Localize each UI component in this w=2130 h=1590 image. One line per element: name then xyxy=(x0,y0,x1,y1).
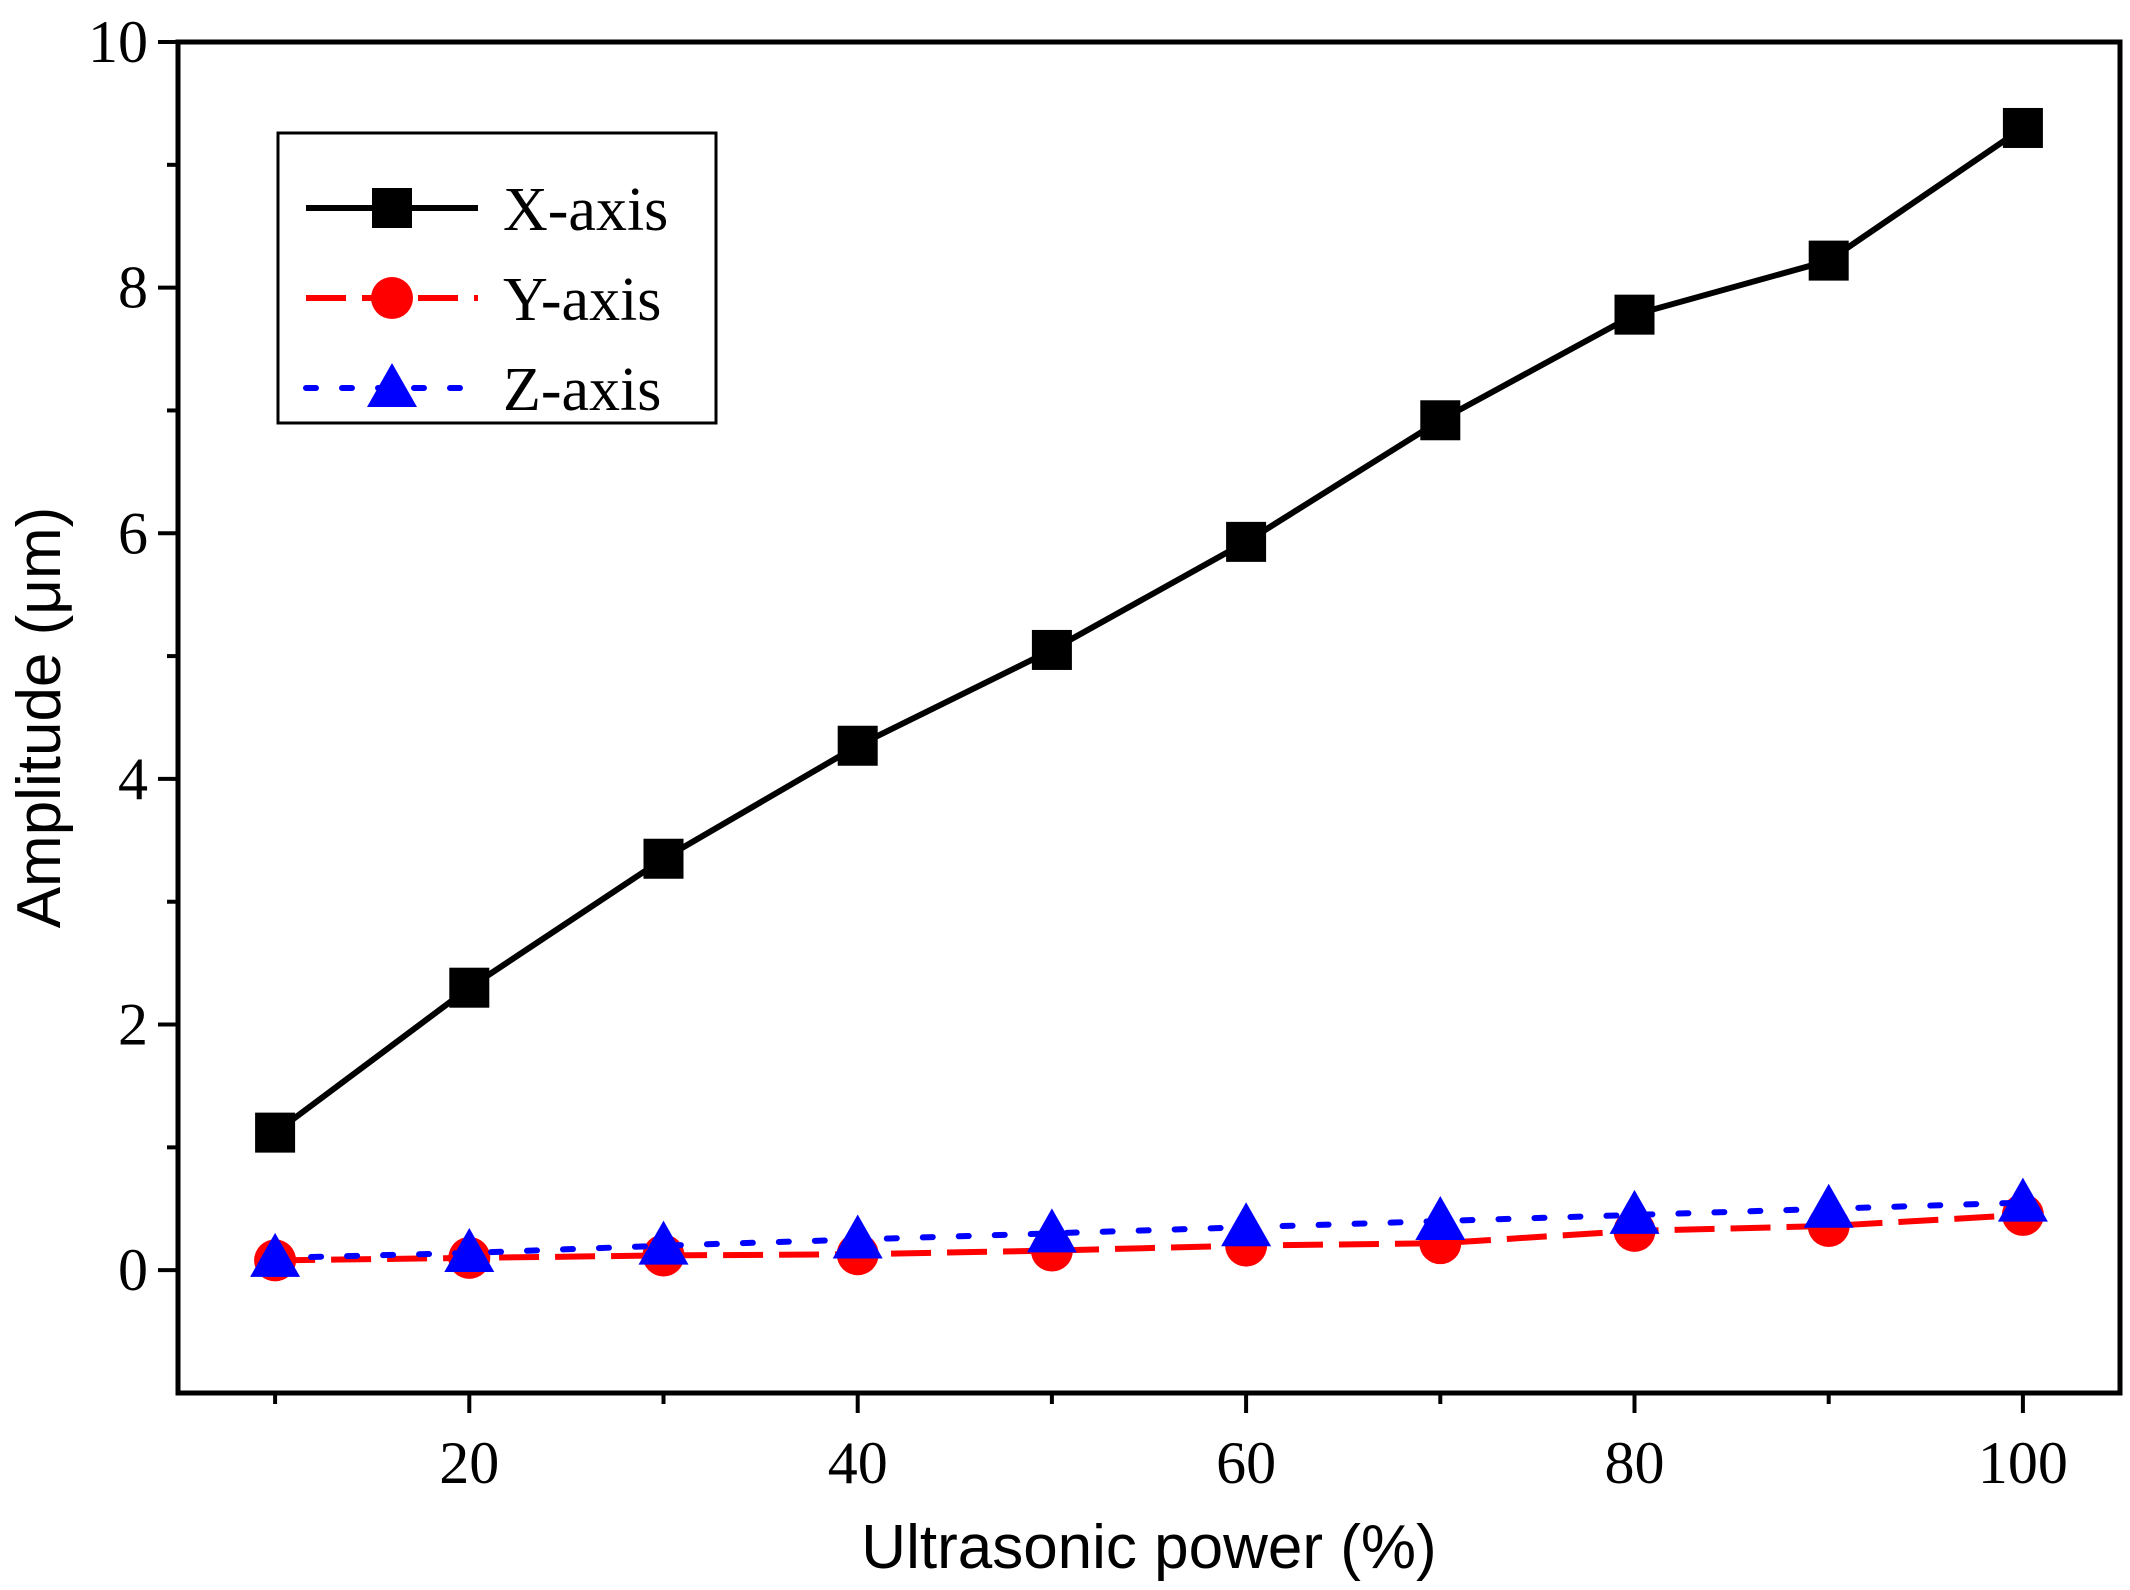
data-point xyxy=(1420,400,1461,441)
series-y-axis xyxy=(254,1193,2044,1282)
data-point xyxy=(1415,1196,1466,1241)
x-tick-label: 40 xyxy=(828,1430,888,1496)
y-tick-label: 8 xyxy=(118,255,148,321)
data-point xyxy=(643,838,684,879)
data-point xyxy=(2002,107,2043,148)
x-tick-label: 20 xyxy=(439,1430,499,1496)
data-point xyxy=(638,1220,689,1265)
plot-frame xyxy=(175,39,2123,1396)
y-tick-label: 10 xyxy=(88,9,148,75)
data-point xyxy=(255,1112,296,1153)
legend-marker xyxy=(372,188,412,228)
data-point xyxy=(250,1232,301,1277)
x-tick-label: 80 xyxy=(1605,1430,1665,1496)
data-point xyxy=(1226,521,1267,562)
data-point xyxy=(1221,1202,1272,1247)
data-point xyxy=(1614,294,1655,335)
y-tick-label: 2 xyxy=(118,992,148,1058)
data-point xyxy=(1808,240,1849,281)
legend-label: Y-axis xyxy=(503,266,661,334)
y-tick-label: 0 xyxy=(118,1237,148,1303)
legend-marker xyxy=(367,363,417,407)
legend: X-axis Y-axis Z-axis xyxy=(276,131,718,425)
data-point xyxy=(1609,1189,1660,1234)
series-x-axis xyxy=(255,107,2043,1153)
data-point xyxy=(1026,1208,1077,1253)
ticks-layer: 20 40 60 80 100 0 2 4 6 8 10 xyxy=(88,9,2068,1496)
x-tick-label: 60 xyxy=(1216,1430,1276,1496)
series-line xyxy=(272,1199,2026,1261)
legend-marker xyxy=(371,277,413,319)
series-line xyxy=(273,125,2025,1136)
legend-box xyxy=(276,131,718,425)
data-point xyxy=(1031,629,1072,670)
data-point xyxy=(1803,1183,1854,1228)
legend-label: Z-axis xyxy=(503,356,661,424)
data-point xyxy=(832,1214,883,1259)
data-point xyxy=(449,967,490,1008)
series-line xyxy=(275,1211,2024,1264)
legend-label: X-axis xyxy=(503,176,668,244)
y-tick-label: 4 xyxy=(118,746,148,812)
x-tick-label: 100 xyxy=(1978,1430,2068,1496)
data-point xyxy=(837,725,878,766)
y-axis-title: Amplitude (μm) xyxy=(5,507,74,929)
data-point xyxy=(1997,1177,2048,1222)
y-tick-label: 6 xyxy=(118,500,148,566)
data-point xyxy=(444,1227,495,1272)
series-layer xyxy=(250,107,2048,1282)
series-z-axis xyxy=(250,1177,2048,1277)
x-axis-title: Ultrasonic power (%) xyxy=(861,1513,1436,1582)
